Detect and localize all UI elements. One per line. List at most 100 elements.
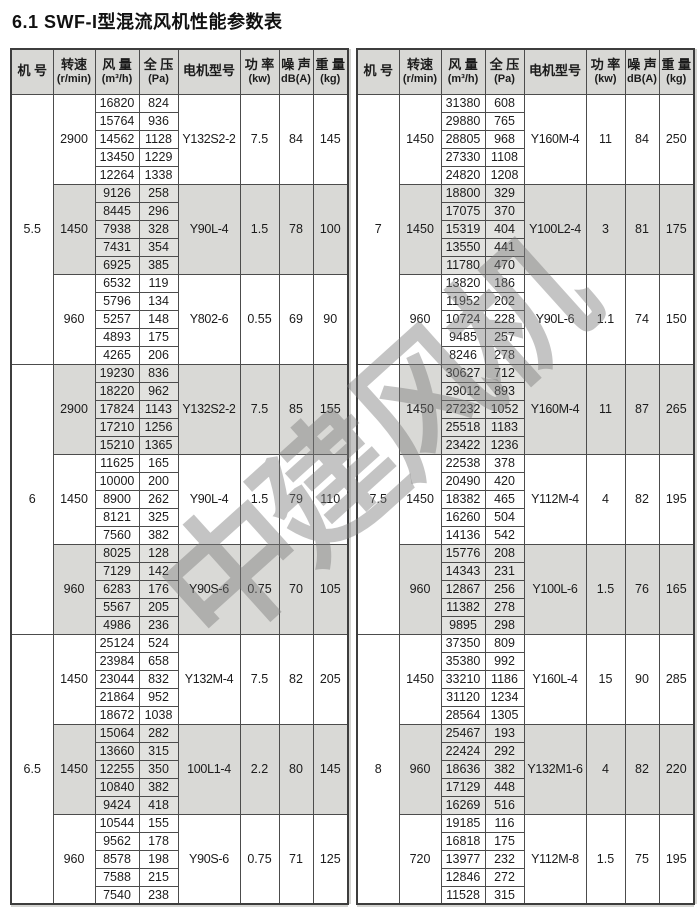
pressure-cell: 296 bbox=[138, 201, 179, 221]
noise-cell: 82 bbox=[278, 633, 314, 725]
pressure-cell: 712 bbox=[484, 363, 525, 383]
data-row: 4893 175 bbox=[11, 327, 348, 347]
flow-cell: 17129 bbox=[440, 777, 486, 797]
flow-cell: 14562 bbox=[94, 129, 140, 149]
flow-cell: 27232 bbox=[440, 399, 486, 419]
data-row: 1450 11625 165 Y90L-4 1.5 79 110 bbox=[11, 453, 349, 545]
column-header-line1: 电机型号 bbox=[182, 63, 235, 79]
data-row: 960 8025 128 Y90S-6 0.75 70 105 bbox=[11, 543, 349, 635]
column-header: 噪 声 dB(A) bbox=[278, 48, 314, 95]
pressure-cell: 278 bbox=[484, 597, 525, 617]
pressure-cell: 262 bbox=[138, 489, 179, 509]
noise-cell: 79 bbox=[278, 453, 314, 545]
data-row: 23044 832 bbox=[11, 669, 348, 689]
data-row: 23984 658 bbox=[11, 651, 348, 671]
flow-cell: 35380 bbox=[440, 651, 486, 671]
flow-cell: 25518 bbox=[440, 417, 486, 437]
flow-cell: 20490 bbox=[440, 471, 486, 491]
noise-cell: 87 bbox=[624, 363, 660, 455]
noise-cell: 84 bbox=[278, 93, 314, 185]
pressure-cell: 1229 bbox=[138, 147, 179, 167]
pressure-cell: 1256 bbox=[138, 417, 179, 437]
noise-cell: 69 bbox=[278, 273, 314, 365]
pressure-cell: 1208 bbox=[484, 165, 525, 185]
noise-cell: 70 bbox=[278, 543, 314, 635]
power-cell: 4 bbox=[585, 723, 626, 815]
speed-cell: 1450 bbox=[52, 723, 96, 815]
flow-cell: 18636 bbox=[440, 759, 486, 779]
weight-cell: 145 bbox=[312, 93, 349, 185]
data-row: 17824 1143 bbox=[11, 399, 348, 419]
flow-cell: 7129 bbox=[94, 561, 140, 581]
data-row: 10000 200 bbox=[11, 471, 348, 491]
pressure-cell: 1143 bbox=[138, 399, 179, 419]
weight-cell: 265 bbox=[658, 363, 695, 455]
motor-cell: Y100L-6 bbox=[523, 543, 587, 635]
pressure-cell: 176 bbox=[138, 579, 179, 599]
flow-cell: 10840 bbox=[94, 777, 140, 797]
data-row: 9485 257 bbox=[357, 327, 694, 347]
pressure-cell: 470 bbox=[484, 255, 525, 275]
flow-cell: 18800 bbox=[440, 183, 486, 203]
pressure-cell: 420 bbox=[484, 471, 525, 491]
data-row: 6.5 1450 25124 524 Y132M-4 7.5 82 205 bbox=[10, 633, 349, 905]
data-row: 25518 1183 bbox=[357, 417, 694, 437]
column-header-line2: (r/min) bbox=[56, 72, 92, 85]
speed-cell: 960 bbox=[52, 813, 96, 905]
column-header-line1: 机 号 bbox=[363, 63, 394, 79]
data-row: 17210 1256 bbox=[11, 417, 348, 437]
pressure-cell: 418 bbox=[138, 795, 179, 815]
data-row: 7540 238 bbox=[11, 885, 348, 905]
column-header: 全 压 (Pa) bbox=[484, 48, 525, 95]
column-header: 电机型号 bbox=[177, 48, 241, 95]
noise-cell: 90 bbox=[624, 633, 660, 725]
data-row: 9424 418 bbox=[11, 795, 348, 815]
flow-cell: 13820 bbox=[440, 273, 486, 293]
data-row: 18636 382 bbox=[357, 759, 694, 779]
flow-cell: 9895 bbox=[440, 615, 486, 635]
data-row: 20490 420 bbox=[357, 471, 694, 491]
column-header-line1: 功 率 bbox=[590, 57, 621, 73]
flow-cell: 19185 bbox=[440, 813, 486, 833]
pressure-cell: 186 bbox=[484, 273, 525, 293]
flow-cell: 12867 bbox=[440, 579, 486, 599]
pressure-cell: 1183 bbox=[484, 417, 525, 437]
data-row: 17075 370 bbox=[357, 201, 694, 221]
motor-cell: Y90S-6 bbox=[177, 813, 241, 905]
flow-cell: 18672 bbox=[94, 705, 140, 725]
pressure-cell: 328 bbox=[138, 219, 179, 239]
flow-cell: 5796 bbox=[94, 291, 140, 311]
data-row: 21864 952 bbox=[11, 687, 348, 707]
pressure-cell: 936 bbox=[138, 111, 179, 131]
column-header: 转速 (r/min) bbox=[52, 48, 96, 95]
flow-cell: 4986 bbox=[94, 615, 140, 635]
power-cell: 0.55 bbox=[239, 273, 280, 365]
pressure-cell: 465 bbox=[484, 489, 525, 509]
noise-cell: 81 bbox=[624, 183, 660, 275]
data-row: 5.5 2900 16820 824 Y132S2-2 7.5 84 145 bbox=[10, 93, 349, 365]
flow-cell: 23044 bbox=[94, 669, 140, 689]
flow-cell: 15210 bbox=[94, 435, 140, 455]
pressure-cell: 404 bbox=[484, 219, 525, 239]
flow-cell: 33210 bbox=[440, 669, 486, 689]
flow-cell: 14136 bbox=[440, 525, 486, 545]
pressure-cell: 1365 bbox=[138, 435, 179, 455]
flow-cell: 7540 bbox=[94, 885, 140, 905]
motor-cell: Y90L-4 bbox=[177, 453, 241, 545]
data-row: 15319 404 bbox=[357, 219, 694, 239]
flow-cell: 8445 bbox=[94, 201, 140, 221]
flow-cell: 8578 bbox=[94, 849, 140, 869]
flow-cell: 11528 bbox=[440, 885, 486, 905]
machine-size-cell: 6 bbox=[10, 363, 54, 635]
pressure-cell: 298 bbox=[484, 615, 525, 635]
column-header: 重 量 (kg) bbox=[658, 48, 695, 95]
flow-cell: 13660 bbox=[94, 741, 140, 761]
speed-cell: 1450 bbox=[398, 183, 442, 275]
pressure-cell: 155 bbox=[138, 813, 179, 833]
pressure-cell: 1305 bbox=[484, 705, 525, 725]
flow-cell: 9562 bbox=[94, 831, 140, 851]
weight-cell: 150 bbox=[658, 273, 695, 365]
flow-cell: 7588 bbox=[94, 867, 140, 887]
weight-cell: 165 bbox=[658, 543, 695, 635]
weight-cell: 195 bbox=[658, 813, 695, 905]
